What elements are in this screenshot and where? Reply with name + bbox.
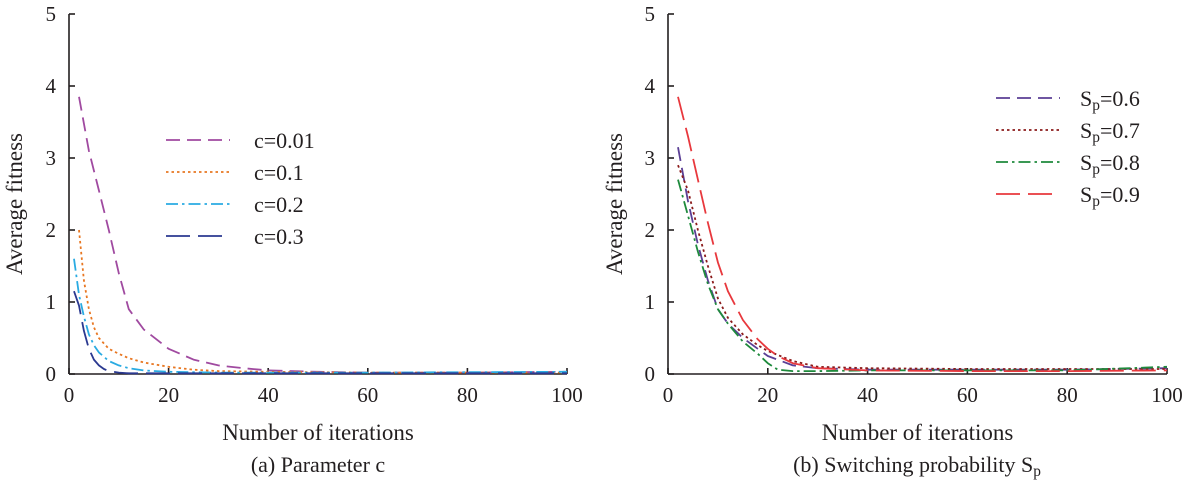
x-tick-label: 40 [857,383,878,407]
legend-label: c=0.01 [254,128,315,153]
panel-a-chart: 0 20 40 60 80 100 0 1 2 3 4 5 Number of iterations Av… [2,2,583,477]
y-tick-label: 5 [46,2,57,26]
y-tick-label: 1 [46,290,57,314]
x-tick-label: 20 [158,383,179,407]
legend-label: Sp=0.6 [1080,86,1140,114]
chart-caption: (a) Parameter c [251,452,386,477]
x-tick-label: 0 [663,383,674,407]
legend: Sp=0.6Sp=0.7Sp=0.8Sp=0.9 [996,86,1140,210]
y-tick-label: 3 [46,146,57,170]
legend-label-main: S [1080,182,1092,207]
chart-caption-subscript: p [1033,463,1041,480]
legend-label-suffix: =0.8 [1100,150,1140,175]
legend-label-suffix: =0.6 [1100,86,1140,111]
y-tick-label: 3 [645,146,656,170]
x-axis-title: Number of iterations [822,420,1014,445]
legend-label-suffix: =0.7 [1100,118,1140,143]
y-axis-title: Average fitness [2,133,27,275]
x-tick-label: 0 [64,383,75,407]
legend-label-suffix: =0.9 [1100,182,1140,207]
series-line-4 [677,96,1168,372]
legend-label-subscript: p [1092,97,1100,114]
chart-caption-main: (a) Parameter c [251,452,386,477]
legend-label-subscript: p [1092,161,1100,178]
legend-label: Sp=0.7 [1080,118,1140,146]
y-tick-label: 4 [46,74,57,98]
y-tick-label: 5 [645,2,656,26]
legend: c=0.01 c=0.1 c=0.2 c=0.3 [166,128,315,249]
series-line-1 [78,96,568,374]
legend-label-main: c=0.01 [254,128,315,153]
chart-caption-main: (b) Switching probability S [793,452,1033,477]
series-line-3 [73,258,568,374]
legend-label-subscript: p [1092,193,1100,210]
chart-caption: (b) Switching probability Sp [793,452,1041,480]
series-line-4 [73,290,567,375]
x-tick-label: 100 [1151,383,1183,407]
x-tick-label: 20 [757,383,778,407]
legend-label: c=0.3 [254,224,304,249]
y-tick-label: 4 [645,74,656,98]
panel-b-chart: 0 20 40 60 80 100 0 1 2 3 4 5 Number of iterations Av… [602,2,1183,480]
legend-label: c=0.2 [254,192,304,217]
legend-label: Sp=0.9 [1080,182,1140,210]
x-tick-label: 80 [457,383,478,407]
x-tick-label: 60 [357,383,378,407]
legend-label-main: c=0.1 [254,160,304,185]
y-tick-label: 2 [46,218,57,242]
legend-label-main: S [1080,118,1092,143]
x-tick-label: 60 [957,383,978,407]
legend-label: c=0.1 [254,160,304,185]
y-tick-label: 0 [46,362,57,386]
x-tick-label: 100 [551,383,583,407]
y-axis-title: Average fitness [602,133,627,275]
legend-label-main: c=0.2 [254,192,304,217]
x-tick-label: 40 [258,383,279,407]
legend-label-main: S [1080,150,1092,175]
legend-label-main: c=0.3 [254,224,304,249]
legend-label-main: S [1080,86,1092,111]
legend-label-subscript: p [1092,129,1100,146]
series-line-2 [78,229,567,374]
series-line-1 [677,147,1168,371]
legend-label: Sp=0.8 [1080,150,1140,178]
y-tick-label: 0 [645,362,656,386]
x-tick-label: 80 [1057,383,1078,407]
y-tick-label: 1 [645,290,656,314]
y-tick-label: 2 [645,218,656,242]
x-axis-title: Number of iterations [222,420,414,445]
